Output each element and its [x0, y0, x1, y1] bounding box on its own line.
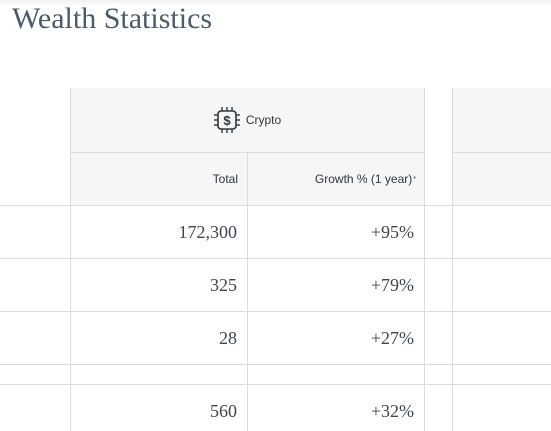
top-shadow [0, 0, 551, 6]
grid-hline-row2-top [0, 258, 551, 259]
footnote-marker: * [413, 175, 416, 183]
table-row-2-total: 325 [210, 275, 237, 295]
crypto-chip-dollar-icon: $ [213, 105, 240, 135]
table-row-3-total: 28 [219, 328, 237, 348]
crypto-group-label: Crypto [245, 113, 282, 127]
table-row-1-growth: +95% [370, 222, 414, 242]
table-row-2-growth: +79% [370, 275, 414, 295]
grid-vline-next [452, 88, 453, 431]
column-header-growth: Growth % (1 year) * [248, 152, 416, 206]
table-row-1-total: 172,300 [178, 222, 238, 242]
grid-hline-row5-top [0, 384, 551, 385]
table-row-5-total: 560 [210, 401, 237, 421]
grid-hline-row1-top [0, 205, 551, 206]
table-row-5-growth: +32% [370, 401, 414, 421]
svg-text:$: $ [223, 113, 231, 128]
grid-hline-row3-top [0, 311, 551, 312]
column-header-total-label: Total [212, 172, 238, 186]
grid-vline-right [424, 88, 425, 431]
crypto-group-header: $ Crypto [70, 88, 425, 152]
page-title: Wealth Statistics [12, 2, 213, 35]
grid-vline-mid [247, 152, 248, 431]
column-header-growth-label: Growth % (1 year) [314, 172, 413, 186]
next-group-header-background [453, 88, 551, 206]
grid-hline-row4-top [0, 364, 551, 365]
column-header-total: Total [70, 152, 238, 206]
grid-hline-subheader-next [452, 152, 551, 153]
table-row-3-growth: +27% [370, 328, 414, 348]
grid-hline-subheader [70, 152, 425, 153]
grid-vline-left [70, 88, 71, 431]
